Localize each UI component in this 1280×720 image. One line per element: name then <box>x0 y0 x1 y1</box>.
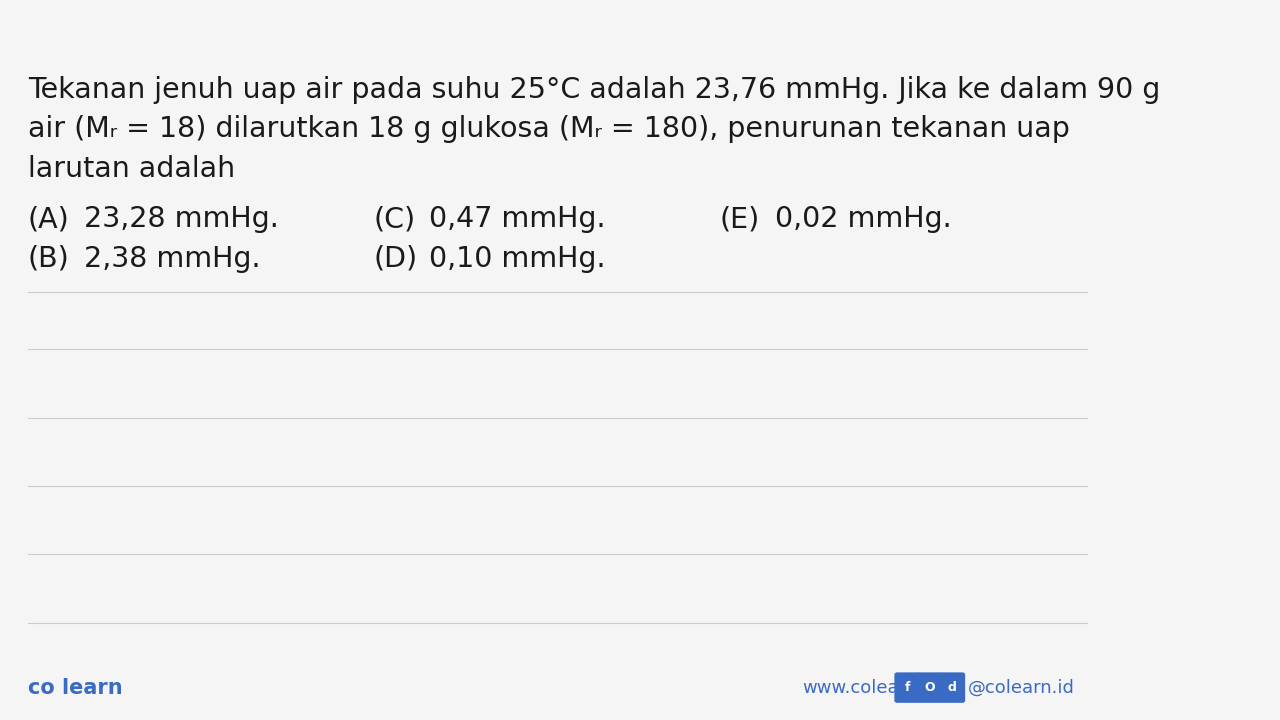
FancyBboxPatch shape <box>918 673 942 702</box>
Text: Tekanan jenuh uap air pada suhu 25°C adalah 23,76 mmHg. Jika ke dalam 90 g: Tekanan jenuh uap air pada suhu 25°C ada… <box>28 76 1160 104</box>
Text: 0,47 mmHg.: 0,47 mmHg. <box>429 205 605 233</box>
Text: 2,38 mmHg.: 2,38 mmHg. <box>83 245 260 273</box>
FancyBboxPatch shape <box>940 673 964 702</box>
Text: (D): (D) <box>374 245 417 273</box>
Text: O: O <box>924 681 936 694</box>
Text: @colearn.id: @colearn.id <box>968 678 1074 697</box>
Text: (B): (B) <box>28 245 69 273</box>
Text: (E): (E) <box>719 205 759 233</box>
Text: 23,28 mmHg.: 23,28 mmHg. <box>83 205 279 233</box>
Text: 0,10 mmHg.: 0,10 mmHg. <box>429 245 605 273</box>
FancyBboxPatch shape <box>895 673 920 702</box>
Text: www.colearn.id: www.colearn.id <box>803 678 940 697</box>
Text: co learn: co learn <box>28 678 123 698</box>
Text: air (Mᵣ = 18) dilarutkan 18 g glukosa (Mᵣ = 180), penurunan tekanan uap: air (Mᵣ = 18) dilarutkan 18 g glukosa (M… <box>28 115 1070 143</box>
Text: f: f <box>905 681 910 694</box>
Text: larutan adalah: larutan adalah <box>28 155 236 183</box>
Text: d: d <box>947 681 956 694</box>
Text: (C): (C) <box>374 205 416 233</box>
Text: 0,02 mmHg.: 0,02 mmHg. <box>774 205 951 233</box>
Text: (A): (A) <box>28 205 69 233</box>
